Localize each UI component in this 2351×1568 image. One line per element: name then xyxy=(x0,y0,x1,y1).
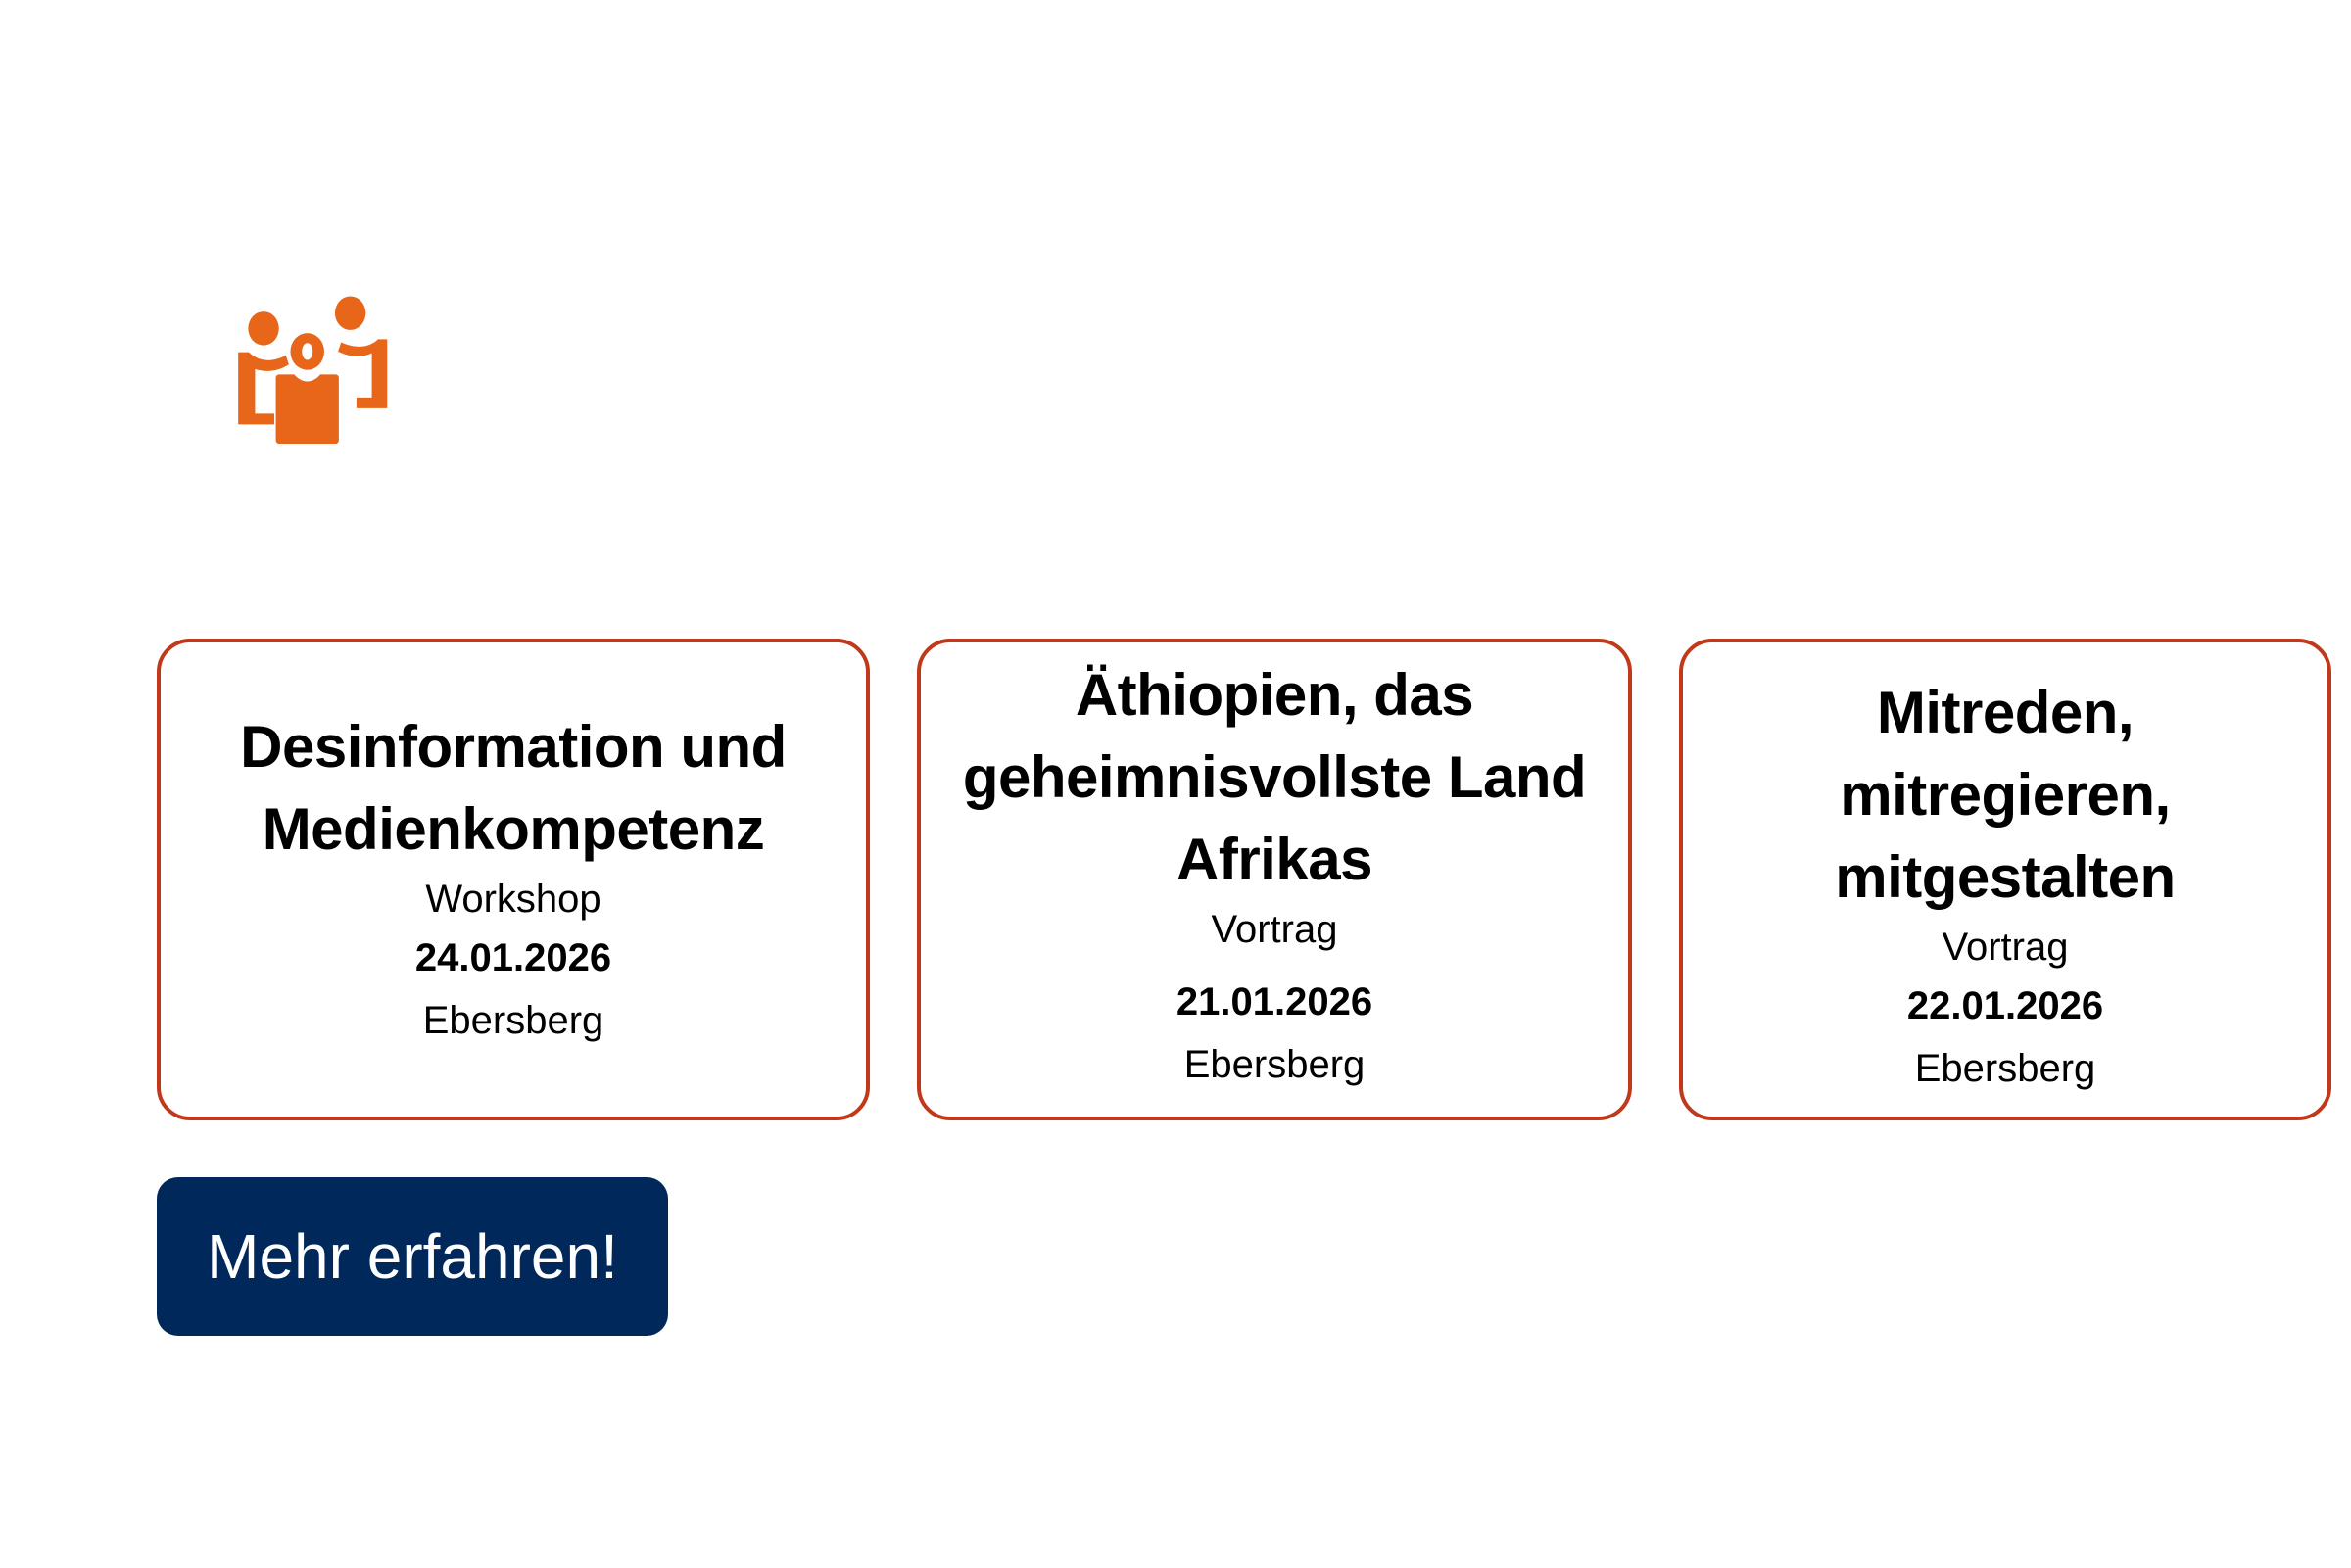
event-location: Ebersberg xyxy=(1183,1043,1366,1086)
event-location: Ebersberg xyxy=(422,999,604,1042)
title-line: Äthiopien, das xyxy=(1075,662,1474,728)
title-line: Desinformation und xyxy=(240,714,787,780)
title-line: Afrikas xyxy=(1176,827,1372,892)
group-of-people-icon xyxy=(217,269,409,461)
more-info-button[interactable]: Mehr erfahren! xyxy=(157,1177,668,1336)
event-date: 24.01.2026 xyxy=(414,936,612,979)
event-card-aethiopien[interactable]: Äthiopien, das geheimnisvollste Land Afr… xyxy=(917,639,1632,1120)
event-location: Ebersberg xyxy=(1914,1047,2096,1090)
event-type: Vortrag xyxy=(1211,908,1338,951)
title-line: mitregieren, xyxy=(1840,762,2171,828)
title-line: Medienkompetenz xyxy=(262,796,765,862)
event-title: Desinformation und Medienkompetenz xyxy=(240,706,787,871)
more-info-button-label: Mehr erfahren! xyxy=(207,1221,618,1292)
event-card-desinformation[interactable]: Desinformation und Medienkompetenz Works… xyxy=(157,639,870,1120)
event-type: Workshop xyxy=(425,878,601,921)
event-date: 22.01.2026 xyxy=(1906,984,2104,1027)
event-title: Äthiopien, das geheimnisvollste Land Afr… xyxy=(962,654,1587,901)
event-title: Mitreden, mitregieren, mitgestalten xyxy=(1835,672,2176,919)
title-line: Mitreden, xyxy=(1876,680,2135,745)
title-line: mitgestalten xyxy=(1835,844,2176,910)
event-date: 21.01.2026 xyxy=(1176,980,1373,1023)
event-card-mitreden[interactable]: Mitreden, mitregieren, mitgestalten Vort… xyxy=(1679,639,2331,1120)
event-type: Vortrag xyxy=(1942,926,2069,969)
title-line: geheimnisvollste Land xyxy=(962,744,1587,810)
